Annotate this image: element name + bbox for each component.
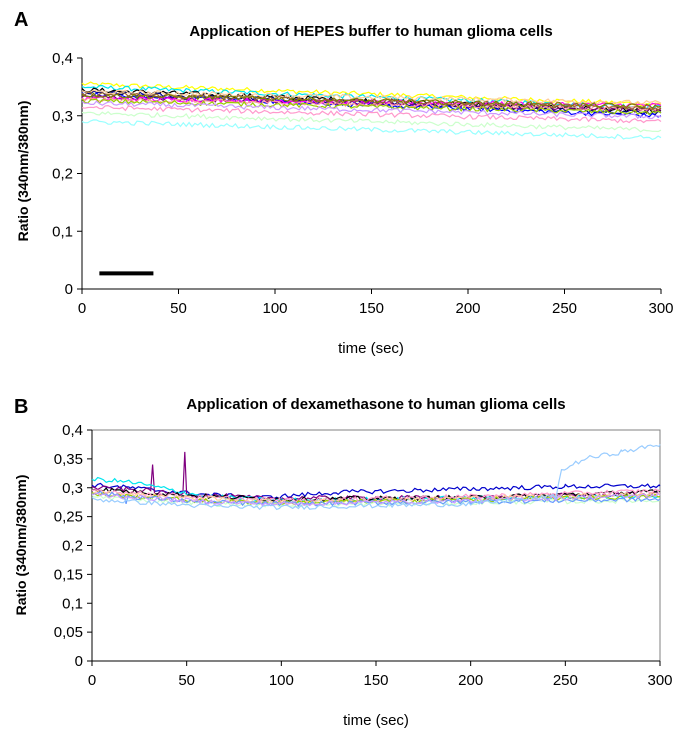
panel-a-x-tick-label: 200 <box>455 300 480 317</box>
panel-a-xlabel: time (sec) <box>338 340 404 357</box>
panel-a-x-tick-label: 50 <box>170 300 187 317</box>
panel-b-y-tick-label: 0,15 <box>54 566 83 583</box>
panel-b-y-tick-label: 0,2 <box>62 538 83 555</box>
panel-b-x-tick-label: 200 <box>458 672 483 689</box>
panel-b-y-tick-label: 0,05 <box>54 624 83 641</box>
panel-a-y-tick-label: 0,3 <box>52 108 73 125</box>
panel-a-x-tick-label: 300 <box>648 300 673 317</box>
panel-b-xlabel: time (sec) <box>343 712 409 729</box>
panel-a-series-16 <box>81 119 662 141</box>
panel-a-y-tick-label: 0,4 <box>52 50 73 67</box>
panel-b-series-10 <box>91 492 661 507</box>
panel-a-series-14 <box>81 104 662 124</box>
panel-a-ylabel: Ratio (340nm/380nm) <box>15 101 31 242</box>
panel-b-ylabel: Ratio (340nm/380nm) <box>13 475 29 616</box>
panel-a-letter: A <box>14 9 28 31</box>
panel-b-x-tick-label: 250 <box>553 672 578 689</box>
panel-a-series-12 <box>81 98 662 116</box>
panel-b-y-tick-label: 0,1 <box>62 595 83 612</box>
panel-b-x-tick-label: 150 <box>363 672 388 689</box>
panel-b-x-tick-label: 0 <box>88 672 96 689</box>
panel-a-x-tick-label: 150 <box>359 300 384 317</box>
panel-b-title: Application of dexamethasone to human gl… <box>186 396 565 413</box>
panel-a-series-8 <box>81 96 662 112</box>
panel-b-x-tick-label: 50 <box>178 672 195 689</box>
panel-b-x-tick-label: 100 <box>269 672 294 689</box>
panel-b-y-tick-label: 0,3 <box>62 480 83 497</box>
panel-b-plot: 0 0,05 0,1 0,15 0,2 0,25 0,3 0,35 0,4 0 50 100 150 20… <box>54 422 673 689</box>
panel-a-series-11 <box>81 92 662 110</box>
panel-a-x-tick-label: 250 <box>552 300 577 317</box>
panel-a-series-15 <box>81 111 662 133</box>
panel-b-y-tick-label: 0,25 <box>54 509 83 526</box>
panel-a-y-tick-label: 0 <box>65 281 73 298</box>
panel-b-y-tick-label: 0,4 <box>62 422 83 439</box>
panel-b-series-11 <box>91 444 661 511</box>
panel-a-x-tick-label: 0 <box>78 300 86 317</box>
panel-a-series-13 <box>81 100 662 120</box>
panel-a-x-tick-label: 100 <box>262 300 287 317</box>
panel-b-letter: B <box>14 396 28 418</box>
panel-b-y-tick-label: 0,35 <box>54 451 83 468</box>
panel-a-plot: 0 0,1 0,2 0,3 0,4 0 50 100 150 200 250 300 <box>52 50 673 317</box>
panel-a-y-tick-label: 0,2 <box>52 166 73 183</box>
panel-a-y-tick-label: 0,1 <box>52 223 73 240</box>
panel-b-y-tick-label: 0 <box>75 653 83 670</box>
panel-b-plot-frame <box>91 429 661 662</box>
panel-a-series-2 <box>81 84 662 110</box>
panel-a-title: Application of HEPES buffer to human gli… <box>189 23 552 40</box>
panel-b-x-tick-label: 300 <box>647 672 672 689</box>
panel-a-series-9 <box>81 89 662 105</box>
